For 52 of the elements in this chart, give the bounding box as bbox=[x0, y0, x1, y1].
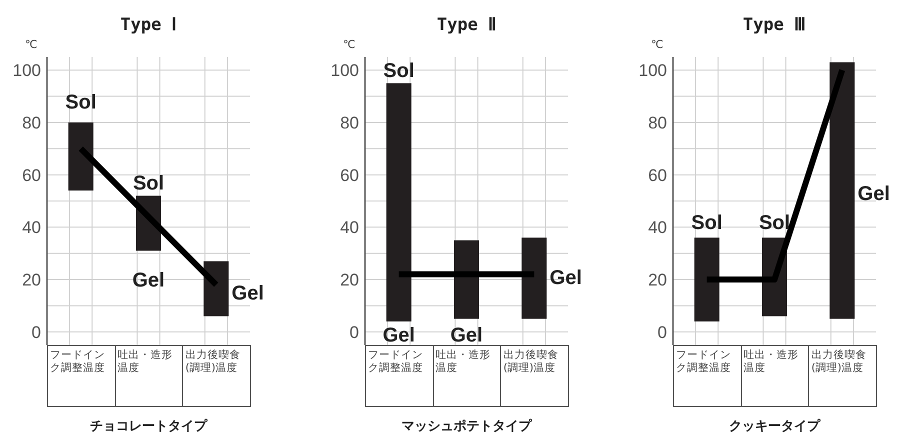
x-tick-label: フードインク調整温度 bbox=[365, 345, 434, 407]
bar bbox=[68, 122, 94, 191]
bar bbox=[204, 261, 229, 316]
chart-title: Type Ⅲ bbox=[742, 15, 806, 35]
x-axis-title: マッシュポテトタイプ bbox=[402, 418, 532, 433]
x-axis-title: チョコレートタイプ bbox=[90, 418, 208, 433]
annotation: Gel bbox=[550, 266, 582, 289]
y-tick-label: 40 bbox=[648, 218, 667, 238]
y-tick-label: 100 bbox=[12, 61, 41, 80]
y-axis-title: ℃ bbox=[25, 38, 38, 51]
y-tick-label: 100 bbox=[638, 61, 667, 80]
x-tick-label: 出力後喫食(調理)温度 bbox=[808, 345, 877, 407]
chart-title: Type Ⅱ bbox=[436, 15, 496, 35]
x-tick-label: 吐出・造形温度 bbox=[740, 345, 810, 407]
annotation: Gel bbox=[382, 324, 415, 347]
x-tick-label: フードインク調整温度 bbox=[673, 345, 742, 407]
chart-title: Type Ⅰ bbox=[120, 15, 177, 35]
y-tick-label: 80 bbox=[340, 113, 359, 132]
y-tick-label: 80 bbox=[648, 113, 667, 132]
x-tick-label: 出力後喫食(調理)温度 bbox=[500, 345, 569, 407]
y-axis-title: ℃ bbox=[343, 38, 356, 51]
annotation: Sol bbox=[758, 212, 790, 234]
annotation: Gel bbox=[232, 282, 264, 305]
x-tick-label: 出力後喫食(調理)温度 bbox=[182, 345, 251, 407]
annotation: Gel bbox=[132, 270, 165, 292]
y-tick-label: 40 bbox=[22, 218, 41, 238]
y-tick-label: 20 bbox=[22, 270, 41, 290]
annotation: Sol bbox=[65, 92, 96, 114]
annotation: Gel bbox=[450, 324, 483, 347]
bar bbox=[454, 240, 480, 319]
y-tick-label: 60 bbox=[648, 166, 667, 185]
y-tick-label: 100 bbox=[330, 61, 359, 80]
bar bbox=[522, 238, 547, 319]
y-tick-label: 0 bbox=[32, 322, 41, 342]
y-tick-label: 80 bbox=[22, 113, 41, 132]
annotation: Sol bbox=[132, 172, 164, 195]
annotation: Gel bbox=[858, 183, 890, 206]
x-tick-label: 吐出・造形温度 bbox=[114, 345, 184, 407]
annotation: Sol bbox=[383, 60, 414, 82]
y-axis-title: ℃ bbox=[651, 38, 664, 51]
y-tick-label: 60 bbox=[22, 166, 41, 185]
y-tick-label: 0 bbox=[350, 322, 359, 342]
x-tick-label: フードインク調整温度 bbox=[47, 345, 116, 407]
x-axis-title: クッキータイプ bbox=[729, 418, 821, 433]
y-tick-label: 0 bbox=[658, 322, 667, 342]
bar bbox=[386, 83, 412, 322]
y-tick-label: 60 bbox=[340, 166, 359, 185]
y-tick-label: 20 bbox=[648, 270, 667, 290]
y-tick-label: 20 bbox=[340, 270, 359, 290]
y-tick-label: 40 bbox=[340, 218, 359, 238]
annotation: Sol bbox=[691, 212, 722, 234]
x-tick-label: 吐出・造形温度 bbox=[432, 345, 502, 407]
